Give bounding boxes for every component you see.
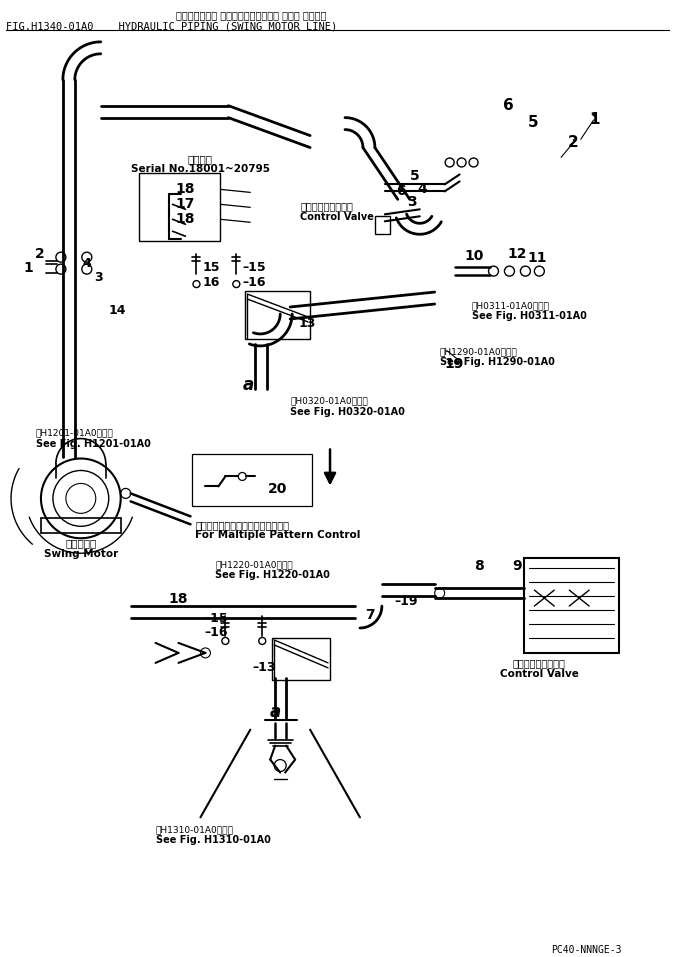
Text: 18: 18 bbox=[176, 212, 195, 226]
Text: –16: –16 bbox=[205, 626, 228, 639]
Text: 2: 2 bbox=[567, 135, 578, 149]
Text: –16: –16 bbox=[242, 277, 266, 289]
Text: 5: 5 bbox=[527, 115, 538, 129]
Bar bbox=[272, 638, 330, 679]
Text: 6: 6 bbox=[504, 98, 514, 113]
Text: See Fig. H1310-01A0: See Fig. H1310-01A0 bbox=[155, 835, 271, 845]
Text: 8: 8 bbox=[475, 559, 484, 573]
Text: PC40-NNNGE-3: PC40-NNNGE-3 bbox=[551, 945, 622, 955]
Bar bbox=[524, 558, 619, 653]
Text: 18: 18 bbox=[169, 592, 188, 606]
Bar bbox=[245, 291, 310, 339]
Text: See Fig. H0320-01A0: See Fig. H0320-01A0 bbox=[290, 407, 405, 416]
Text: 第H0320-01A0図参照: 第H0320-01A0図参照 bbox=[290, 397, 368, 406]
Text: 4: 4 bbox=[83, 257, 92, 270]
Text: See Fig. H0311-01A0: See Fig. H0311-01A0 bbox=[472, 311, 587, 321]
Text: 15: 15 bbox=[202, 261, 220, 274]
Text: 5: 5 bbox=[410, 169, 420, 184]
Text: Control Valve: Control Valve bbox=[300, 212, 374, 222]
Text: Serial No.18001~20795: Serial No.18001~20795 bbox=[131, 165, 270, 174]
Text: –19: –19 bbox=[395, 595, 418, 608]
Text: 4: 4 bbox=[418, 183, 427, 196]
Text: –15: –15 bbox=[205, 612, 228, 625]
Text: 2: 2 bbox=[35, 247, 45, 261]
Bar bbox=[192, 454, 312, 506]
Text: 旋回モータ: 旋回モータ bbox=[65, 538, 97, 548]
Text: –15: –15 bbox=[242, 261, 266, 274]
Text: –13: –13 bbox=[252, 661, 276, 674]
Text: 12: 12 bbox=[508, 247, 527, 261]
Text: 9: 9 bbox=[512, 559, 522, 573]
Text: 18: 18 bbox=[176, 183, 195, 196]
Bar bbox=[375, 216, 390, 234]
Text: 第H1220-01A0図参照: 第H1220-01A0図参照 bbox=[215, 560, 293, 569]
Text: 11: 11 bbox=[527, 251, 547, 265]
Text: See Fig. H1201-01A0: See Fig. H1201-01A0 bbox=[36, 438, 151, 449]
Text: See Fig. H1220-01A0: See Fig. H1220-01A0 bbox=[215, 570, 330, 580]
Text: 第H1201-01A0図参照: 第H1201-01A0図参照 bbox=[36, 429, 113, 437]
Text: 17: 17 bbox=[176, 197, 195, 211]
Text: 適用号稺: 適用号稺 bbox=[188, 154, 213, 165]
Text: 10: 10 bbox=[464, 249, 484, 263]
Text: 1: 1 bbox=[23, 261, 33, 276]
Text: 3: 3 bbox=[407, 195, 416, 210]
Text: a: a bbox=[269, 702, 281, 721]
Text: FIG.H1340-01A0    HYDRAULIC PIPING (SWING MOTOR LINE): FIG.H1340-01A0 HYDRAULIC PIPING (SWING M… bbox=[6, 22, 338, 32]
Text: 7: 7 bbox=[365, 608, 375, 622]
Text: For Maltiple Pattern Control: For Maltiple Pattern Control bbox=[196, 530, 361, 541]
Text: マルチプルパターンコントロール用: マルチプルパターンコントロール用 bbox=[196, 521, 290, 530]
Text: 20: 20 bbox=[268, 482, 288, 497]
Circle shape bbox=[593, 113, 595, 116]
Text: 13: 13 bbox=[298, 317, 315, 330]
Text: コントロールバルブ: コントロールバルブ bbox=[300, 201, 353, 211]
Text: 第H1310-01A0図参照: 第H1310-01A0図参照 bbox=[155, 825, 234, 835]
Text: Control Valve: Control Valve bbox=[500, 669, 578, 679]
Text: Swing Motor: Swing Motor bbox=[44, 549, 118, 559]
Text: a: a bbox=[242, 376, 254, 393]
Text: See Fig. H1290-01A0: See Fig. H1290-01A0 bbox=[439, 357, 555, 367]
Text: コントロールバルブ: コントロールバルブ bbox=[513, 657, 566, 668]
Text: 1: 1 bbox=[589, 112, 599, 126]
Text: 第H1290-01A0図参照: 第H1290-01A0図参照 bbox=[439, 346, 518, 356]
Text: ハイドロリック パイピング（スイング モータ ライン）: ハイドロリック パイピング（スイング モータ ライン） bbox=[176, 10, 326, 20]
Text: 16: 16 bbox=[202, 277, 220, 289]
Text: 3: 3 bbox=[94, 271, 103, 284]
Bar bbox=[138, 173, 220, 241]
Text: 19: 19 bbox=[445, 357, 464, 371]
Text: 第H0311-01A0図参照: 第H0311-01A0図参照 bbox=[472, 301, 549, 310]
Text: 14: 14 bbox=[109, 304, 126, 317]
Text: 6: 6 bbox=[396, 185, 406, 198]
